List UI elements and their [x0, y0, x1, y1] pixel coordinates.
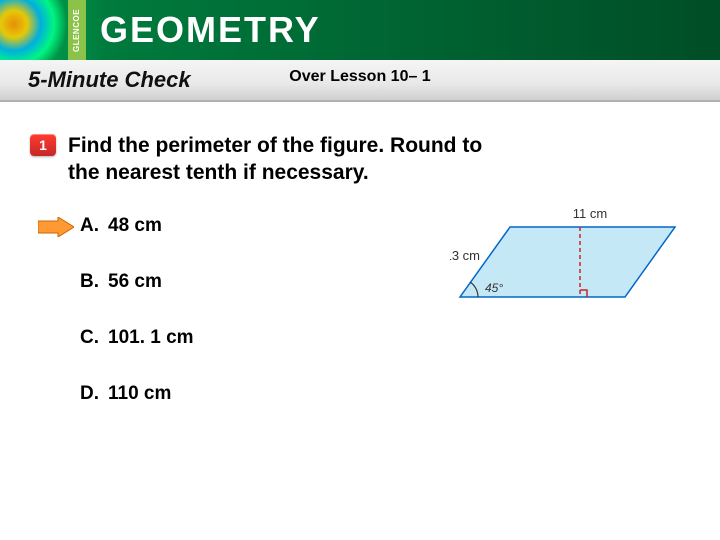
subheader-bar: 5-Minute Check Over Lesson 10– 1 — [0, 60, 720, 102]
option-c[interactable]: C. 101. 1 cm — [80, 327, 690, 349]
option-text: 48 cm — [108, 215, 162, 237]
option-letter: B. — [80, 271, 108, 293]
subtitle: 5-Minute Check — [28, 67, 191, 93]
top-label: 11 cm — [573, 206, 607, 221]
header-bar: GLENCOE GEOMETRY — [0, 0, 720, 60]
option-letter: C. — [80, 327, 108, 349]
option-d[interactable]: D. 110 cm — [80, 383, 690, 405]
side-label: 13 cm — [450, 248, 480, 263]
brand-tab: GLENCOE — [68, 0, 86, 60]
angle-label: 45° — [485, 281, 503, 295]
option-letter: A. — [80, 215, 108, 237]
content-area: 1 Find the perimeter of the figure. Roun… — [0, 102, 720, 405]
question-row: 1 Find the perimeter of the figure. Roun… — [30, 132, 690, 187]
brand-tab-label: GLENCOE — [73, 8, 82, 51]
question-text: Find the perimeter of the figure. Round … — [68, 132, 508, 187]
question-badge: 1 — [30, 134, 56, 156]
option-text: 56 cm — [108, 271, 162, 293]
option-text: 101. 1 cm — [108, 327, 194, 349]
header-decoration — [0, 0, 70, 60]
option-letter: D. — [80, 383, 108, 405]
option-text: 110 cm — [108, 383, 171, 405]
geometry-figure: 11 cm 13 cm 45° — [450, 202, 690, 327]
page-title: GEOMETRY — [100, 9, 321, 51]
lesson-reference: Over Lesson 10– 1 — [289, 68, 430, 86]
selected-arrow-icon — [38, 217, 74, 243]
